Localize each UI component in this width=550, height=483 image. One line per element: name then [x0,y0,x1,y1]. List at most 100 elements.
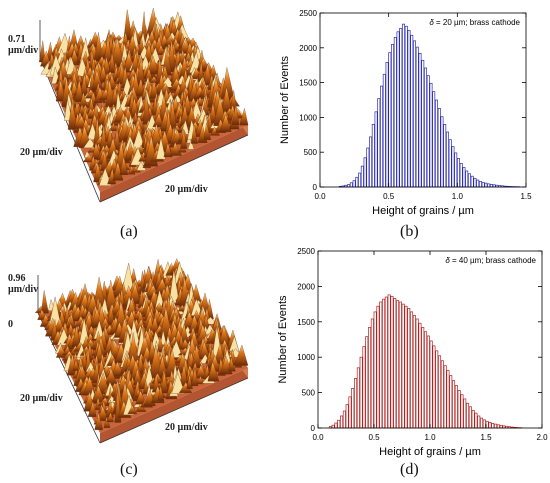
histogram-bar [459,162,463,188]
y-tick-label: 1500 [299,79,317,88]
histogram-bar [377,98,381,188]
afm-grain [106,303,115,326]
afm-grain [231,103,240,125]
y-axis-label: Number of Events [277,295,289,384]
histogram-bar [373,311,377,429]
histogram-bar [371,124,375,188]
afm-a-x-scale: 20 µm/div [165,184,208,195]
afm-c-x-scale: 20 µm/div [165,422,208,433]
afm-grain [87,400,97,417]
afm-grain [207,361,220,382]
histogram-bar [454,385,458,429]
histogram-bar [415,318,419,429]
histogram-bar [399,27,403,188]
histogram-bar [449,375,453,429]
afm-c-z-unit: µm/div [8,284,39,295]
histogram-bar [370,318,374,429]
histogram-bar [466,402,470,429]
histogram-bar [356,367,360,429]
histogram-bar [481,182,485,188]
histogram-bar [407,307,411,429]
y-tick-label: 0 [311,424,316,433]
histogram-bar [457,390,461,429]
histogram-bar [415,46,419,188]
afm-grain [239,108,249,126]
histogram-bar [435,99,438,188]
afm-grain [41,290,49,314]
histogram-bar [351,388,355,429]
histogram-bar [494,423,498,429]
histogram-bar [359,356,363,429]
afm-a-y-scale: 20 µm/div [20,147,63,158]
panel-label-b: (b) [400,223,419,240]
histogram-bar [467,173,471,188]
histogram-bar [432,91,436,188]
histogram-bar [470,175,474,188]
afm-a-z-scale: 0.71 [8,34,26,45]
plot-frame [319,12,527,188]
histogram-bar [452,380,456,429]
afm-grain [196,375,204,385]
histogram-bar [368,327,372,429]
afm-grain [149,315,160,334]
histogram-bar [496,424,500,429]
y-tick-label: 1000 [297,353,315,362]
afm-grain [163,142,173,158]
histogram-b-svg: 0.0 0.5 1.0 1.5 0 500 1000 1500 2000 2500 Height o… [279,9,532,217]
afm-grain [190,367,199,387]
y-tick-label: 0 [313,183,318,192]
afm-front-face [100,125,248,202]
afm-a-z-unit: µm/div [8,45,39,56]
histogram-bar [418,322,422,429]
afm-c-z-scale: 0.96 [8,273,26,284]
annotation: δ = 20 µm; brass cathode [429,18,520,27]
histogram-bar [390,295,394,429]
afm-grain [155,44,167,55]
histogram-bar [446,131,449,188]
afm-grain [106,411,114,423]
y-tick-label: 1000 [299,113,317,122]
histogram-bar [385,62,389,188]
histogram-bar [365,336,369,429]
histogram-bar [429,340,433,429]
histogram-bar [388,52,392,188]
afm-grain [203,122,211,140]
y-tick-label: 2000 [299,44,317,53]
y-tick-label: 2500 [299,9,317,18]
histogram-d-svg: 0.0 0.5 1.0 1.5 2.0 0 500 1000 1500 2000 2500 Heigh… [277,247,548,458]
histogram-bar [482,419,486,429]
x-tick-label: 1.0 [424,433,436,442]
histogram-bar [451,146,455,188]
histogram-bar [484,182,488,188]
afm-grain [79,91,88,108]
afm-grain [159,372,169,394]
afm-surface-c [34,258,249,444]
histogram-bar [440,360,444,429]
panel-label-d: (d) [400,461,419,478]
afm-grain [112,128,121,150]
afm-grain [74,79,84,102]
afm-grain [108,52,117,73]
histogram-bar [454,152,458,188]
afm-grains [39,8,249,186]
histogram-bar [468,406,472,429]
afm-grain [190,124,198,144]
afm-front-face [100,368,248,443]
histogram-bar [349,182,353,188]
histogram-bar [443,124,447,188]
afm-grain [180,130,188,149]
afm-grain [109,122,117,131]
afm-grain [219,113,232,132]
histogram-bar [446,370,450,429]
histogram-bar [462,167,466,188]
histogram-bar [412,315,416,429]
afm-c-z-zero: 0 [8,319,13,330]
afm-grain [103,416,111,428]
histogram-bar [499,424,503,429]
afm-grains [34,258,249,430]
annotation: δ = 40 µm; brass cathode [445,256,536,265]
x-tick-label: 2.0 [536,433,548,442]
histogram-bar [477,415,481,429]
histogram-bar [421,327,425,429]
histogram-bar [342,410,346,429]
